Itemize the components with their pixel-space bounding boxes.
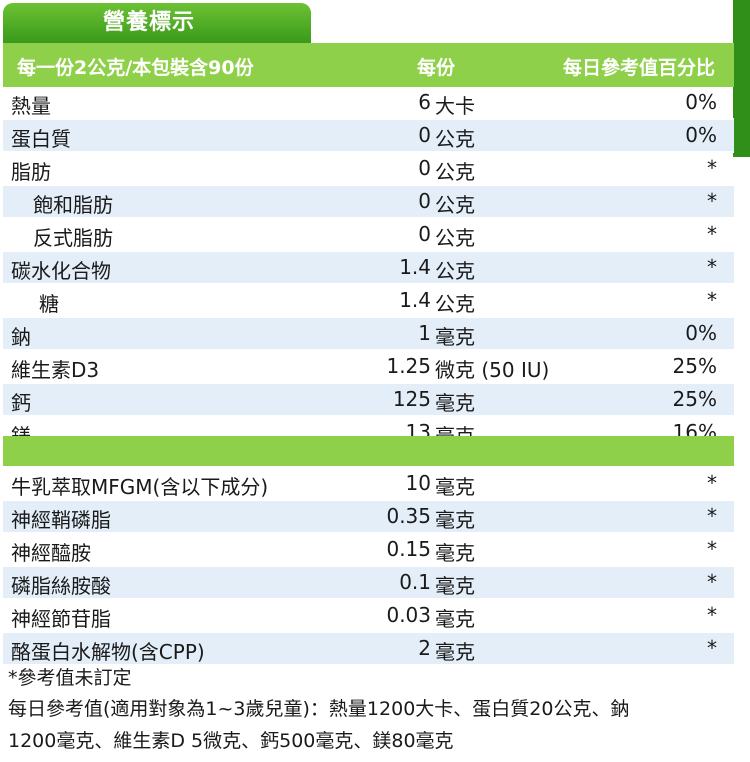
table-row: 糖 1.4 公克 * xyxy=(3,285,734,318)
nutrient-unit: 大卡 xyxy=(435,94,475,118)
nutrient-dv: 25% xyxy=(672,387,717,411)
extra-dv: * xyxy=(707,471,717,495)
nutrition-label-title: 營養標示 xyxy=(3,3,311,43)
nutrient-dv: 0% xyxy=(685,90,717,114)
reference-values-line-1: 每日參考值(適用對象為1~3歲兒童)：熱量1200大卡、蛋白質20公克、鈉 xyxy=(8,698,630,720)
table-row: 蛋白質 0 公克 0% xyxy=(3,120,734,153)
daily-value-header: 每日參考值百分比 xyxy=(563,57,716,79)
extra-dv: * xyxy=(707,504,717,528)
table-row: 飽和脂肪 0 公克 * xyxy=(3,186,734,219)
nutrient-amount: 1.25 xyxy=(386,354,431,378)
per-serving-header: 每份 xyxy=(417,57,456,79)
extra-name: 神經鞘磷脂 xyxy=(11,508,111,532)
extra-unit: 毫克 xyxy=(435,475,475,499)
serving-size-header: 每一份2公克/本包裝含90份 xyxy=(17,57,254,79)
nutrient-name: 熱量 xyxy=(11,94,51,118)
extra-unit: 毫克 xyxy=(435,508,475,532)
nutrient-name: 鈣 xyxy=(11,391,31,415)
table-row: 反式脂肪 0 公克 * xyxy=(3,219,734,252)
extra-unit: 毫克 xyxy=(435,574,475,598)
nutrient-unit: 毫克 xyxy=(435,391,475,415)
nutrient-dv: * xyxy=(707,156,717,180)
table-row: 碳水化合物 1.4 公克 * xyxy=(3,252,734,285)
table-row: 牛乳萃取MFGM(含以下成分) 10 毫克 * xyxy=(3,468,734,501)
nutrient-amount: 1.4 xyxy=(399,255,431,279)
extra-name: 神經節苷脂 xyxy=(11,607,111,631)
nutrient-name: 糖 xyxy=(39,292,59,316)
table-row: 酪蛋白水解物(含CPP) 2 毫克 * xyxy=(3,633,734,666)
reference-values-line-2: 1200毫克、維生素D 5微克、鈣500毫克、鎂80毫克 xyxy=(8,730,454,752)
table-row: 脂肪 0 公克 * xyxy=(3,153,734,186)
extra-name: 牛乳萃取MFGM(含以下成分) xyxy=(11,475,269,499)
table-row: 神經醯胺 0.15 毫克 * xyxy=(3,534,734,567)
extra-dv: * xyxy=(707,603,717,627)
extra-amount: 2 xyxy=(418,636,431,660)
nutrient-dv: 25% xyxy=(672,354,717,378)
nutrient-dv: 0% xyxy=(685,123,717,147)
nutrient-unit: 公克 xyxy=(435,193,475,217)
table-row: 鈣 125 毫克 25% xyxy=(3,384,734,417)
nutrient-unit: 公克 xyxy=(435,127,475,151)
extra-name: 酪蛋白水解物(含CPP) xyxy=(11,640,205,664)
extra-amount: 0.15 xyxy=(386,537,431,561)
extra-amount: 0.1 xyxy=(399,570,431,594)
section-divider xyxy=(3,436,734,466)
extra-unit: 毫克 xyxy=(435,607,475,631)
nutrient-dv: * xyxy=(707,288,717,312)
nutrient-dv: * xyxy=(707,222,717,246)
nutrient-amount: 0 xyxy=(418,123,431,147)
nutrient-amount: 1 xyxy=(418,321,431,345)
nutrient-name: 蛋白質 xyxy=(11,127,71,151)
table-row: 鈉 1 毫克 0% xyxy=(3,318,734,351)
extra-amount: 0.35 xyxy=(386,504,431,528)
extras-table: 牛乳萃取MFGM(含以下成分) 10 毫克 * 神經鞘磷脂 0.35 毫克 * … xyxy=(3,468,734,666)
nutrient-unit: 公克 xyxy=(435,259,475,283)
extra-unit: 毫克 xyxy=(435,640,475,664)
nutrient-amount: 125 xyxy=(392,387,431,411)
decorative-bar xyxy=(733,0,750,157)
table-row: 磷脂絲胺酸 0.1 毫克 * xyxy=(3,567,734,600)
nutrient-dv: 0% xyxy=(685,321,717,345)
table-row: 熱量 6 大卡 0% xyxy=(3,87,734,120)
nutrient-name: 脂肪 xyxy=(11,160,51,184)
extra-unit: 毫克 xyxy=(435,541,475,565)
nutrient-unit: 公克 xyxy=(435,226,475,250)
nutrient-unit: 公克 xyxy=(435,292,475,316)
footnote: *參考值未訂定 xyxy=(8,667,132,689)
nutrient-amount: 0 xyxy=(418,156,431,180)
table-row: 神經鞘磷脂 0.35 毫克 * xyxy=(3,501,734,534)
table-header: 每一份2公克/本包裝含90份 每份 每日參考值百分比 xyxy=(3,43,734,87)
nutrient-unit: 毫克 xyxy=(435,325,475,349)
nutrient-name: 維生素D3 xyxy=(11,358,100,382)
nutrient-name: 碳水化合物 xyxy=(11,259,111,283)
nutrient-unit: 微克 (50 IU) xyxy=(435,358,550,382)
nutrients-table: 熱量 6 大卡 0% 蛋白質 0 公克 0% 脂肪 0 公克 * 飽和脂肪 0 … xyxy=(3,87,734,450)
nutrient-dv: * xyxy=(707,189,717,213)
nutrient-amount: 1.4 xyxy=(399,288,431,312)
nutrient-amount: 0 xyxy=(418,189,431,213)
nutrient-name: 反式脂肪 xyxy=(33,226,113,250)
nutrient-amount: 6 xyxy=(418,90,431,114)
extra-name: 神經醯胺 xyxy=(11,541,91,565)
extra-name: 磷脂絲胺酸 xyxy=(11,574,111,598)
extra-dv: * xyxy=(707,570,717,594)
nutrient-name: 鈉 xyxy=(11,325,31,349)
extra-dv: * xyxy=(707,537,717,561)
nutrient-name: 飽和脂肪 xyxy=(33,193,113,217)
nutrient-dv: * xyxy=(707,255,717,279)
table-row: 維生素D3 1.25 微克 (50 IU) 25% xyxy=(3,351,734,384)
table-row: 神經節苷脂 0.03 毫克 * xyxy=(3,600,734,633)
extra-dv: * xyxy=(707,636,717,660)
extra-amount: 0.03 xyxy=(386,603,431,627)
nutrient-unit: 公克 xyxy=(435,160,475,184)
nutrient-amount: 0 xyxy=(418,222,431,246)
extra-amount: 10 xyxy=(405,471,431,495)
